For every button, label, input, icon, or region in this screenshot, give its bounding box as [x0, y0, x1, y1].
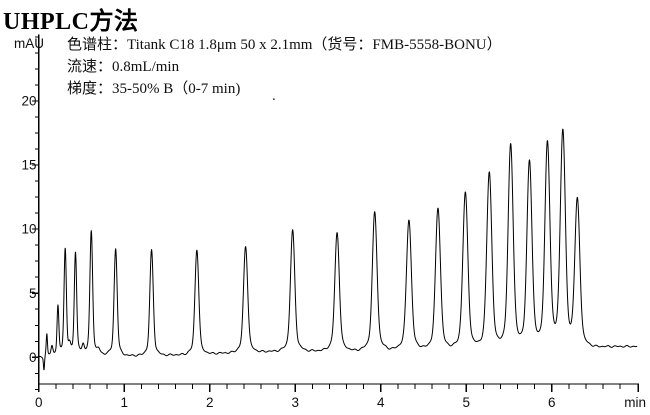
page-title: UHPLC方法 [3, 9, 139, 35]
stray-dot: . [272, 88, 276, 104]
x-tick-label: 3 [291, 395, 299, 410]
gradient-line: 梯度：35-50% B（0-7 min) [67, 81, 241, 97]
y-tick-label: 5 [29, 286, 37, 301]
x-tick-label: 5 [462, 395, 470, 410]
flow-rate-line: 流速：0.8mL/min [67, 59, 180, 75]
y-tick-label: 15 [21, 158, 36, 173]
column-info-line: 色谱柱：Titank C18 1.8μm 50 x 2.1mm（货号：FMB-5… [67, 37, 502, 53]
x-tick-label: 0 [35, 395, 43, 410]
x-tick-label: 4 [377, 395, 385, 410]
method-annotation: 色谱柱：Titank C18 1.8μm 50 x 2.1mm（货号：FMB-5… [67, 34, 502, 100]
x-axis-unit-label: min [624, 395, 646, 410]
x-tick-label: 6 [548, 395, 556, 410]
y-axis-unit-label: mAU [14, 36, 44, 51]
y-tick-label: 10 [21, 222, 36, 237]
chromatogram-trace [38, 128, 638, 371]
y-tick-label: 20 [21, 94, 36, 109]
y-tick-label: 0 [29, 350, 37, 365]
x-tick-label: 1 [120, 395, 128, 410]
x-tick-label: 2 [206, 395, 214, 410]
